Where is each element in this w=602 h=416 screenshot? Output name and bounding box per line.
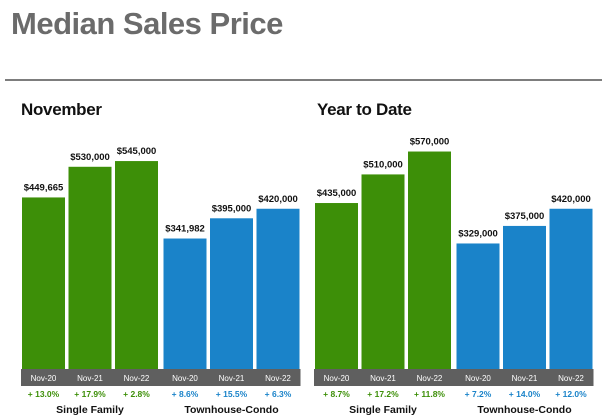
value-label: $375,000: [505, 211, 545, 222]
tick-label: Nov-22: [265, 374, 291, 383]
tick-label: Nov-22: [417, 374, 443, 383]
november-bar-single-family-2: [115, 161, 158, 369]
value-label: $435,000: [317, 188, 357, 199]
change-label: + 15.5%: [216, 389, 248, 399]
change-label: + 17.9%: [74, 389, 106, 399]
november-axis-band: [21, 369, 301, 386]
ytd-axis-band: [314, 369, 594, 386]
tick-label: Nov-20: [172, 374, 198, 383]
value-label: $420,000: [258, 194, 298, 205]
change-label: + 6.3%: [265, 389, 292, 399]
group-label: Single Family: [349, 404, 417, 416]
tick-label: Nov-21: [370, 374, 396, 383]
page-title: Median Sales Price: [11, 6, 283, 41]
change-label: + 8.6%: [172, 389, 199, 399]
november-bar-townhouse-condo-0: [163, 238, 207, 369]
ytd-bar-single-family-0: [315, 203, 358, 369]
november-bar-townhouse-condo-1: [210, 218, 253, 369]
tick-label: Nov-21: [219, 374, 245, 383]
tick-label: Nov-20: [465, 374, 491, 383]
november-bar-single-family-0: [22, 197, 65, 369]
november-bar-single-family-1: [68, 166, 112, 369]
value-label: $395,000: [212, 203, 252, 214]
value-label: $329,000: [458, 228, 498, 239]
change-label: + 14.0%: [509, 389, 541, 399]
tick-label: Nov-20: [31, 374, 57, 383]
group-label: Townhouse-Condo: [477, 404, 571, 416]
change-label: + 8.7%: [323, 389, 350, 399]
change-label: + 2.8%: [123, 389, 150, 399]
tick-label: Nov-20: [324, 374, 350, 383]
november-panel-title: November: [21, 100, 102, 119]
change-label: + 11.8%: [414, 389, 445, 399]
tick-label: Nov-22: [124, 374, 150, 383]
ytd-panel-title: Year to Date: [317, 100, 412, 119]
group-label: Single Family: [56, 404, 124, 416]
value-label: $530,000: [70, 152, 110, 163]
november-bar-townhouse-condo-2: [256, 208, 300, 369]
ytd-bar-single-family-1: [361, 174, 405, 369]
ytd-bar-townhouse-condo-0: [456, 243, 500, 369]
change-label: + 13.0%: [28, 389, 60, 399]
change-label: + 12.0%: [555, 389, 587, 399]
tick-label: Nov-22: [558, 374, 584, 383]
tick-label: Nov-21: [77, 374, 103, 383]
value-label: $420,000: [551, 194, 591, 205]
value-label: $341,982: [165, 224, 205, 235]
ytd-bar-single-family-2: [408, 151, 451, 369]
value-label: $510,000: [363, 159, 403, 170]
value-label: $545,000: [117, 146, 157, 157]
ytd-bar-townhouse-condo-2: [549, 208, 593, 369]
title-divider: [5, 79, 602, 81]
ytd-bar-townhouse-condo-1: [503, 225, 546, 369]
change-label: + 17.2%: [367, 389, 399, 399]
value-label: $570,000: [410, 137, 450, 148]
group-label: Townhouse-Condo: [184, 404, 278, 416]
change-label: + 7.2%: [465, 389, 492, 399]
value-label: $449,665: [24, 182, 64, 193]
tick-label: Nov-21: [512, 374, 538, 383]
